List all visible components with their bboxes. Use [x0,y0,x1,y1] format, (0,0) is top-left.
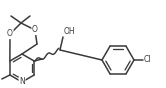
Text: OH: OH [64,27,76,36]
Text: N: N [19,78,25,87]
Text: O: O [7,29,13,39]
Text: Cl: Cl [144,56,152,65]
Text: O: O [32,26,38,34]
